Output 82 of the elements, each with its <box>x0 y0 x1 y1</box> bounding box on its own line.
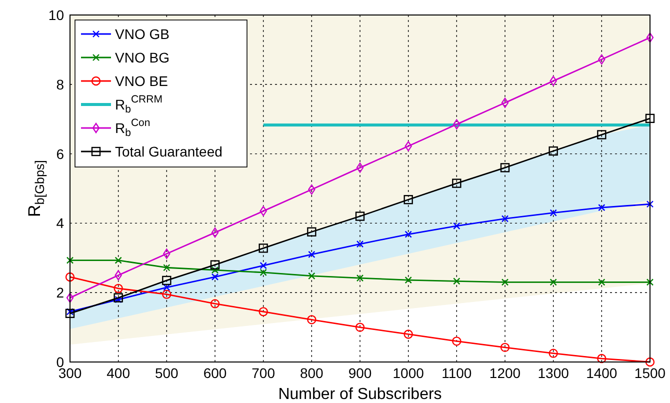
point <box>114 270 122 280</box>
point <box>598 278 606 286</box>
x-tick-label: 1400 <box>586 365 618 381</box>
point <box>453 278 460 285</box>
x-tick-label: 800 <box>300 365 324 381</box>
point <box>404 230 412 238</box>
y-tick-label: 10 <box>48 7 64 23</box>
y-tick-label: 8 <box>56 76 64 92</box>
point <box>500 342 510 352</box>
point <box>162 276 172 286</box>
point <box>645 114 655 124</box>
point <box>356 274 364 282</box>
x-tick-label: 900 <box>348 365 372 381</box>
point <box>404 195 413 204</box>
point <box>548 146 558 156</box>
x-tick-label: 1300 <box>538 365 570 381</box>
point <box>114 284 123 294</box>
point <box>356 162 364 173</box>
y-tick-label: 6 <box>56 146 64 162</box>
point <box>404 330 413 339</box>
point <box>598 204 606 212</box>
legend-label: Total Guaranteed <box>115 144 222 160</box>
x-axis-title: Number of Subscribers <box>278 386 442 403</box>
point <box>162 290 172 299</box>
point <box>501 98 509 108</box>
point <box>258 244 268 253</box>
point <box>548 348 558 358</box>
point <box>550 209 557 216</box>
point <box>501 215 509 222</box>
point <box>307 227 316 236</box>
point <box>597 130 606 140</box>
x-tick-label: 500 <box>154 365 179 381</box>
point <box>597 354 606 364</box>
point <box>163 264 170 272</box>
point <box>356 240 364 248</box>
x-tick-label: 400 <box>106 365 130 381</box>
point <box>114 256 122 264</box>
point <box>114 296 122 304</box>
point <box>66 292 74 303</box>
point <box>404 276 412 284</box>
point <box>404 141 412 152</box>
point <box>65 272 75 282</box>
point <box>308 272 316 280</box>
point <box>500 163 510 172</box>
x-tick-label: 1200 <box>489 365 521 381</box>
point <box>646 278 654 286</box>
point <box>66 256 74 264</box>
point <box>210 260 220 270</box>
point <box>65 308 75 318</box>
point <box>308 250 316 258</box>
point <box>211 266 219 274</box>
legend-label: VNO BG <box>115 50 170 66</box>
point <box>258 307 268 316</box>
x-tick-label: 700 <box>252 365 276 381</box>
point <box>260 262 267 270</box>
point <box>211 273 219 281</box>
legend-label: VNO GB <box>115 26 170 42</box>
point <box>114 293 123 302</box>
point <box>355 322 365 332</box>
point <box>210 299 220 308</box>
point <box>453 119 460 130</box>
x-tick-label: 600 <box>203 365 227 381</box>
point <box>646 200 654 208</box>
point <box>355 212 365 221</box>
point <box>452 336 462 346</box>
point <box>163 248 170 259</box>
point <box>260 268 267 276</box>
point <box>501 278 509 286</box>
x-tick-label: 1000 <box>392 365 424 381</box>
x-tick-label: 1100 <box>442 365 472 381</box>
point <box>453 222 460 230</box>
point <box>307 315 316 324</box>
point <box>645 357 655 367</box>
point <box>550 278 557 286</box>
x-tick-label: 1500 <box>634 365 666 381</box>
y-tick-label: 2 <box>56 284 64 301</box>
y-tick-label: 4 <box>56 215 64 232</box>
point <box>211 227 219 238</box>
point <box>66 308 74 316</box>
legend-label: VNO BE <box>115 73 168 89</box>
point <box>646 32 654 43</box>
point <box>452 178 462 188</box>
